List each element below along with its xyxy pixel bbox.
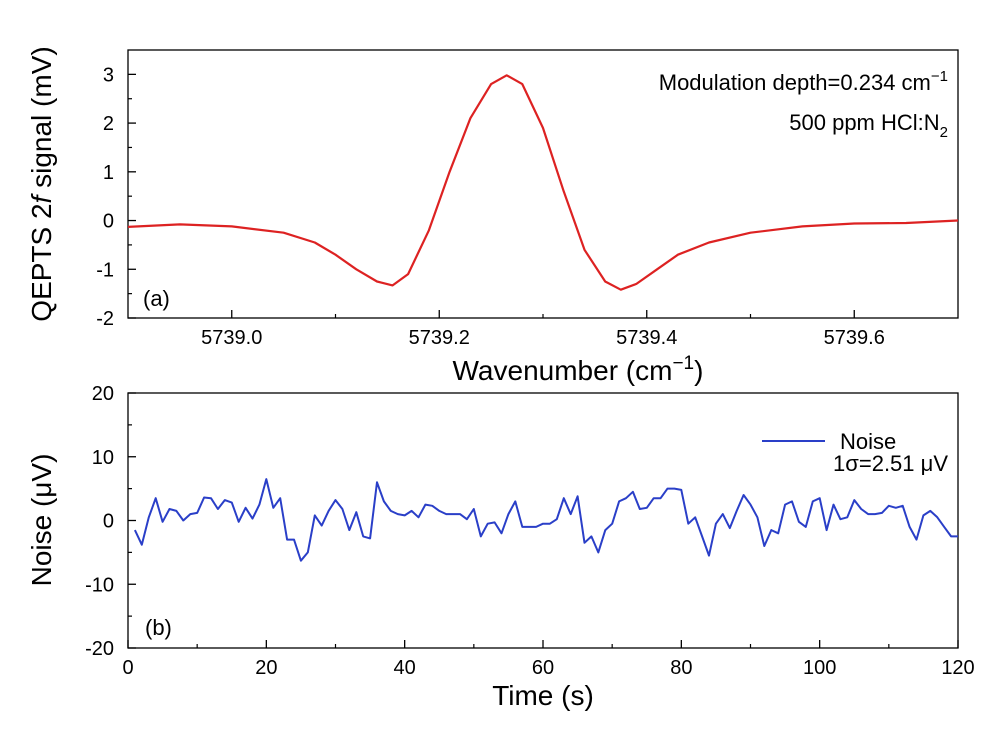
panel-a-y-axis-title-italic: f (26, 192, 57, 203)
panel-a-x-tick-label: 5739.2 (409, 327, 470, 349)
panel-a-y-tick-label: 2 (103, 113, 114, 135)
panel-b-x-tick-label: 120 (941, 657, 974, 679)
panel-b-y-tick-label: 10 (92, 447, 114, 469)
panel-b-frame (127, 392, 959, 649)
panel-b-y-tick-label: 20 (92, 383, 114, 405)
panel-a-x-axis-title-sup: −1 (672, 353, 694, 374)
panel-a-annotation-modulation-sup: −1 (931, 68, 948, 85)
panel-b-x-tick-label: 100 (803, 657, 836, 679)
panel-a: 5739.0 5739.2 5739.4 5739.6 -2 -1 0 1 2 3 Modulat… (26, 46, 959, 386)
panel-b-x-tick-label: 80 (670, 657, 692, 679)
panel-b-x-tick-label: 0 (122, 657, 133, 679)
panel-b-y-axis-title: Noise (μV) (26, 454, 57, 587)
panel-a-x-axis-title: Wavenumber (cm−1) (453, 353, 704, 386)
panel-a-x-tick-label: 5739.0 (201, 327, 262, 349)
panel-a-signal-line (127, 74, 959, 291)
panel-a-x-tick-label: 5739.4 (616, 327, 677, 349)
panel-b-x-tick-label: 40 (394, 657, 416, 679)
panel-b-ticks: 0 20 40 60 80 100 120 -20 -10 0 10 20 (85, 383, 975, 679)
panel-b-x-tick-label: 60 (532, 657, 554, 679)
panel-b-noise-line (133, 478, 958, 562)
panel-b: 0 20 40 60 80 100 120 -20 -10 0 10 20 Noise 1σ=2.51… (26, 383, 975, 711)
panel-b-y-tick-label: 0 (103, 511, 114, 533)
panel-a-annotation-gas-sub: 2 (940, 124, 948, 141)
panel-b-x-axis-title: Time (s) (492, 680, 594, 711)
panel-b-sigma-annotation: 1σ=2.51 μV (833, 451, 948, 476)
panel-a-y-tick-label: 3 (103, 64, 114, 86)
panel-a-annotation-gas: 500 ppm HCl:N2 (789, 110, 948, 141)
panel-b-y-tick-label: -10 (85, 574, 114, 596)
panel-a-y-tick-label: -2 (96, 308, 114, 330)
panel-b-label: (b) (145, 615, 172, 640)
panel-a-y-tick-label: -1 (96, 259, 114, 281)
panel-b-x-tick-label: 20 (255, 657, 277, 679)
panel-a-y-tick-label: 1 (103, 162, 114, 184)
panel-a-ticks: 5739.0 5739.2 5739.4 5739.6 -2 -1 0 1 2 3 (96, 64, 885, 349)
panel-a-y-axis-title: QEPTS 2f signal (mV) (26, 46, 57, 321)
legend-noise-label: Noise (840, 429, 896, 454)
panel-a-x-tick-label: 5739.6 (824, 327, 885, 349)
panel-a-annotation-modulation: Modulation depth=0.234 cm−1 (659, 68, 948, 95)
panel-a-label: (a) (143, 286, 170, 311)
panel-a-y-tick-label: 0 (103, 211, 114, 233)
panel-b-y-tick-label: -20 (85, 638, 114, 660)
panel-a-x-axis-title-close: ) (694, 355, 703, 386)
